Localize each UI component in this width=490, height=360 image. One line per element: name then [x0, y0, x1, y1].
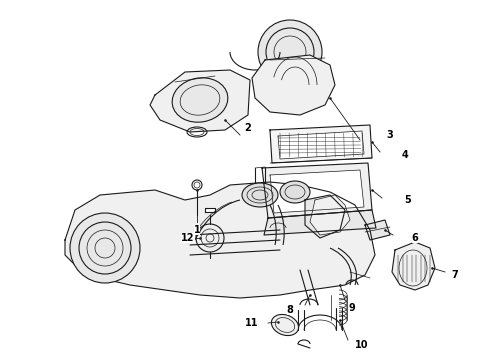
Text: 7: 7	[452, 270, 458, 280]
Polygon shape	[252, 55, 335, 115]
Ellipse shape	[280, 181, 310, 203]
Text: 8: 8	[287, 305, 294, 315]
Polygon shape	[262, 163, 372, 218]
Polygon shape	[65, 182, 375, 298]
Text: 5: 5	[405, 195, 412, 205]
Polygon shape	[278, 131, 364, 159]
Polygon shape	[264, 210, 376, 235]
Text: 4: 4	[402, 150, 408, 160]
Text: 1: 1	[194, 225, 200, 235]
Polygon shape	[150, 70, 250, 132]
Ellipse shape	[271, 314, 298, 336]
Polygon shape	[305, 195, 345, 238]
Circle shape	[258, 20, 322, 84]
Text: 3: 3	[387, 130, 393, 140]
Polygon shape	[270, 125, 372, 163]
Ellipse shape	[242, 183, 278, 207]
Circle shape	[196, 224, 224, 252]
Polygon shape	[270, 170, 364, 213]
Ellipse shape	[172, 78, 228, 122]
Circle shape	[70, 213, 140, 283]
Polygon shape	[365, 220, 390, 240]
Text: 10: 10	[355, 340, 369, 350]
Text: 6: 6	[412, 233, 418, 243]
Polygon shape	[392, 242, 435, 290]
Text: 12: 12	[181, 233, 195, 243]
Polygon shape	[205, 208, 215, 212]
Polygon shape	[310, 195, 350, 235]
Text: 11: 11	[245, 318, 259, 328]
Text: 9: 9	[348, 303, 355, 313]
Text: 2: 2	[245, 123, 251, 133]
